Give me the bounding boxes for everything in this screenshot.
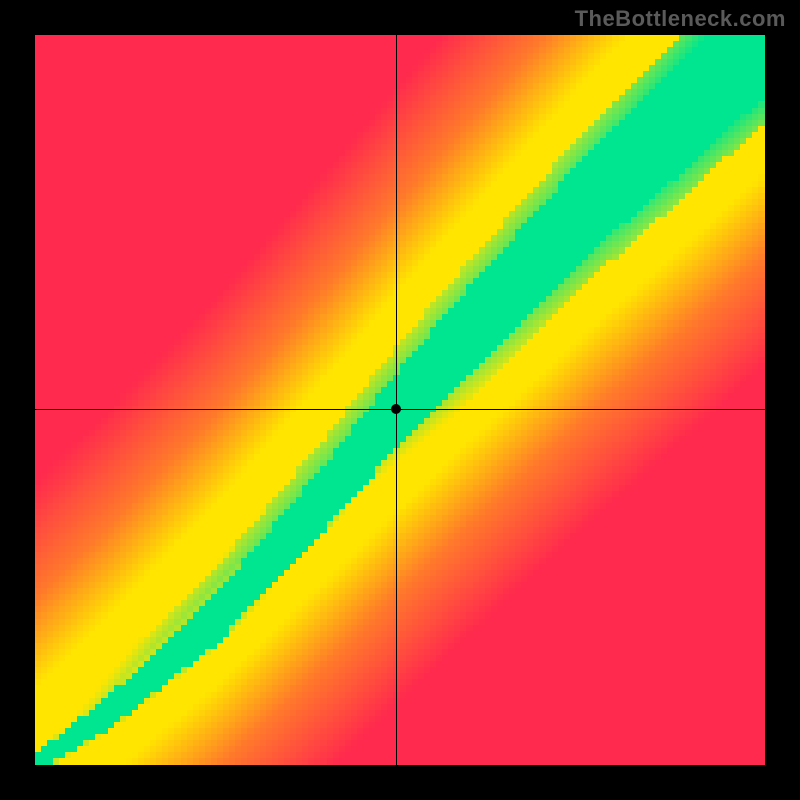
plot-area xyxy=(35,35,765,765)
heatmap-canvas xyxy=(35,35,765,765)
crosshair-vertical xyxy=(396,35,397,765)
data-point-marker xyxy=(391,404,401,414)
chart-frame: TheBottleneck.com xyxy=(0,0,800,800)
watermark-text: TheBottleneck.com xyxy=(575,6,786,32)
